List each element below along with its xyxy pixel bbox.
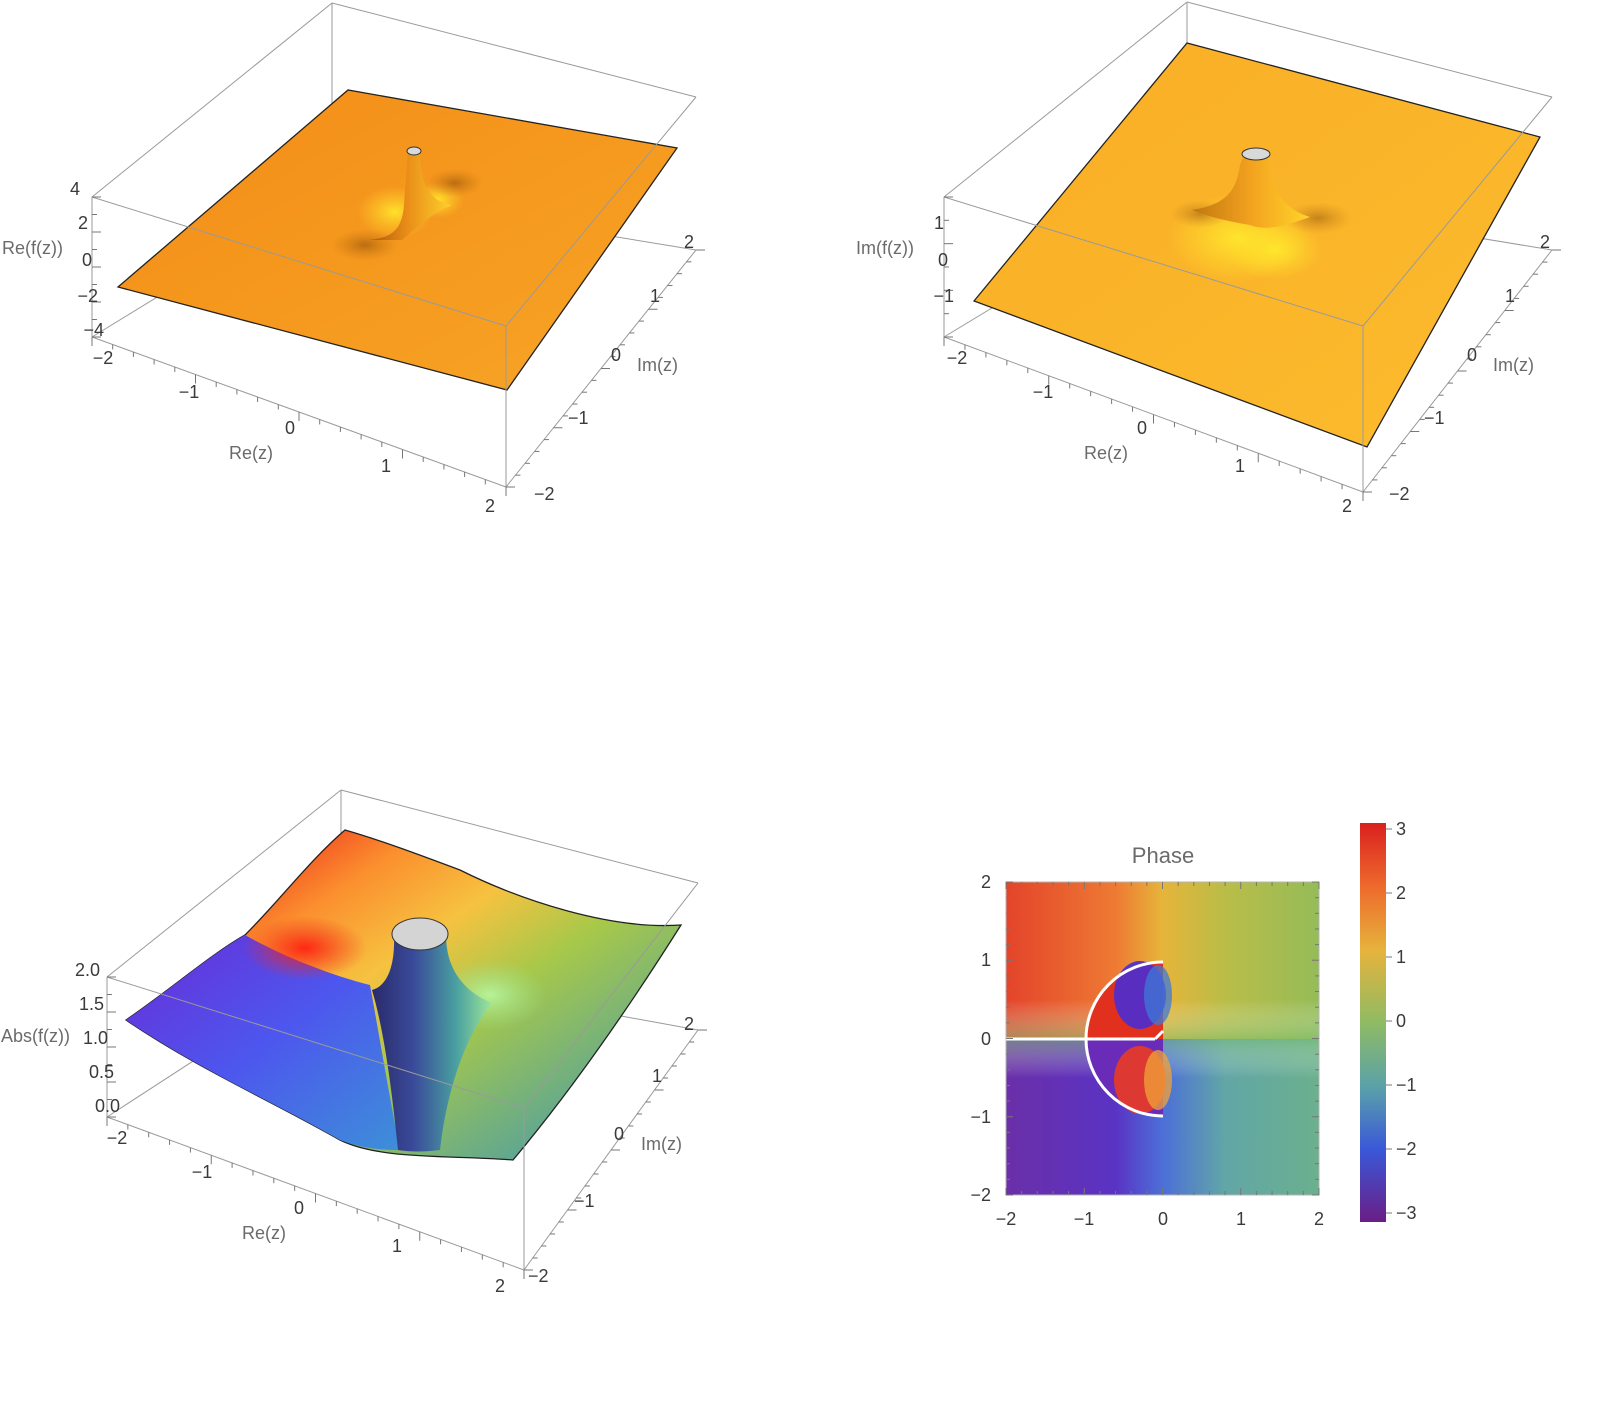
abs-x-axis-label: Re(z) <box>242 1223 286 1243</box>
phase-colorbar <box>1360 823 1386 1222</box>
phase-x-tick-label: 0 <box>1158 1209 1168 1229</box>
im-x-tick-label: −1 <box>1033 382 1054 402</box>
abs-x-tick-label: −2 <box>107 1128 128 1148</box>
abs-z-ticks <box>107 976 116 1118</box>
re-z-ticks <box>92 196 101 338</box>
phase-ticks <box>1005 881 1320 1196</box>
im-x-axis-label: Re(z) <box>1084 443 1128 463</box>
re-surface-plot: 4 2 0 −2 −4 −2 −1 0 1 2 −2 −1 0 1 2 Re(f… <box>2 2 705 516</box>
re-y-axis-label: Im(z) <box>637 355 678 375</box>
phase-x-tick-label: −1 <box>1074 1209 1095 1229</box>
re-x-tick-label: 1 <box>381 456 391 476</box>
re-y-tick-label: −1 <box>568 408 589 428</box>
phase-x-tick-label: −2 <box>996 1209 1017 1229</box>
im-y-axis-label: Im(z) <box>1493 355 1534 375</box>
abs-z-tick-label: 1.0 <box>83 1028 108 1048</box>
re-y-tick-label: 1 <box>650 286 660 306</box>
abs-surface <box>124 829 683 1161</box>
im-x-tick-label: −2 <box>947 348 968 368</box>
phase-y-tick-label: −1 <box>970 1107 991 1127</box>
colorbar-tick-label: 2 <box>1396 883 1406 903</box>
abs-x-tick-label: 1 <box>392 1236 402 1256</box>
phase-y-tick-label: −2 <box>970 1185 991 1205</box>
im-z-tick-label: 1 <box>934 213 944 233</box>
abs-y-axis-label: Im(z) <box>641 1134 682 1154</box>
re-x-tick-label: −1 <box>179 382 200 402</box>
phase-y-tick-label: 0 <box>981 1029 991 1049</box>
im-y-ticks <box>1363 249 1561 493</box>
re-z-tick-label: −4 <box>83 320 104 340</box>
bounding-box-front <box>106 882 699 1271</box>
colorbar-tick-label: 3 <box>1396 819 1406 839</box>
re-surface <box>116 89 679 391</box>
abs-z-axis-label: Abs(f(z)) <box>1 1026 70 1046</box>
colorbar-tick-label: −2 <box>1396 1139 1417 1159</box>
colorbar-tick-label: −3 <box>1396 1203 1417 1223</box>
abs-x-tick-label: −1 <box>192 1162 213 1182</box>
re-x-tick-label: −2 <box>93 348 114 368</box>
abs-z-tick-label: 2.0 <box>75 960 100 980</box>
colorbar-tick-label: −1 <box>1396 1075 1417 1095</box>
colorbar-tick-label: 1 <box>1396 947 1406 967</box>
phase-density-plot: Phase 2 1 0 −1 −2 −2 −1 0 1 2 <box>970 819 1416 1229</box>
re-y-ticks <box>506 249 705 488</box>
abs-x-tick-label: 2 <box>495 1276 505 1296</box>
im-z-axis-label: Im(f(z)) <box>856 238 914 258</box>
im-z-tick-label: −1 <box>933 286 954 306</box>
im-x-tick-label: 2 <box>1342 496 1352 516</box>
re-z-tick-label: 0 <box>82 250 92 270</box>
im-y-tick-label: 0 <box>1467 345 1477 365</box>
re-z-tick-label: 2 <box>78 213 88 233</box>
phase-title: Phase <box>1132 843 1194 868</box>
abs-surface-plot: 2.0 1.5 1.0 0.5 0.0 −2 −1 0 1 2 −2 −1 0 … <box>1 789 707 1296</box>
re-z-tick-label: −2 <box>77 286 98 306</box>
abs-z-tick-label: 1.5 <box>79 994 104 1014</box>
re-y-tick-label: 2 <box>684 232 694 252</box>
phase-y-tick-label: 1 <box>981 950 991 970</box>
im-x-tick-label: 0 <box>1137 418 1147 438</box>
abs-z-tick-label: 0.0 <box>95 1096 120 1116</box>
abs-y-tick-label: 1 <box>652 1066 662 1086</box>
re-x-tick-label: 2 <box>485 496 495 516</box>
phase-y-tick-label: 2 <box>981 872 991 892</box>
im-surface-plot: 1 0 −1 −2 −1 0 1 2 −2 −1 0 1 2 Im(f(z)) … <box>856 1 1561 516</box>
im-y-tick-label: −1 <box>1424 408 1445 428</box>
im-x-tick-label: 1 <box>1235 456 1245 476</box>
im-x-ticks <box>943 337 1364 501</box>
colorbar-tick-label: 0 <box>1396 1011 1406 1031</box>
re-y-tick-label: −2 <box>534 484 555 504</box>
branch-cut <box>1006 960 1165 1118</box>
im-y-tick-label: −2 <box>1389 484 1410 504</box>
im-surface <box>972 42 1541 448</box>
re-z-tick-label: 4 <box>70 179 80 199</box>
abs-y-ticks <box>524 1029 707 1271</box>
re-y-tick-label: 0 <box>611 345 621 365</box>
abs-z-tick-label: 0.5 <box>89 1062 114 1082</box>
re-x-tick-label: 0 <box>285 418 295 438</box>
colorbar-ticks <box>1386 828 1392 1214</box>
phase-x-tick-label: 1 <box>1236 1209 1246 1229</box>
abs-x-tick-label: 0 <box>294 1198 304 1218</box>
im-y-tick-label: 2 <box>1540 232 1550 252</box>
re-x-ticks <box>91 337 507 496</box>
re-x-axis-label: Re(z) <box>229 443 273 463</box>
abs-y-tick-label: −2 <box>528 1266 549 1286</box>
im-y-tick-label: 1 <box>1505 286 1515 306</box>
im-z-tick-label: 0 <box>938 250 948 270</box>
im-z-ticks <box>944 196 953 338</box>
phase-x-tick-label: 2 <box>1314 1209 1324 1229</box>
abs-y-tick-label: −1 <box>574 1191 595 1211</box>
re-z-axis-label: Re(f(z)) <box>2 238 63 258</box>
abs-x-ticks <box>106 1117 525 1279</box>
abs-y-tick-label: 2 <box>684 1014 694 1034</box>
abs-y-tick-label: 0 <box>614 1124 624 1144</box>
